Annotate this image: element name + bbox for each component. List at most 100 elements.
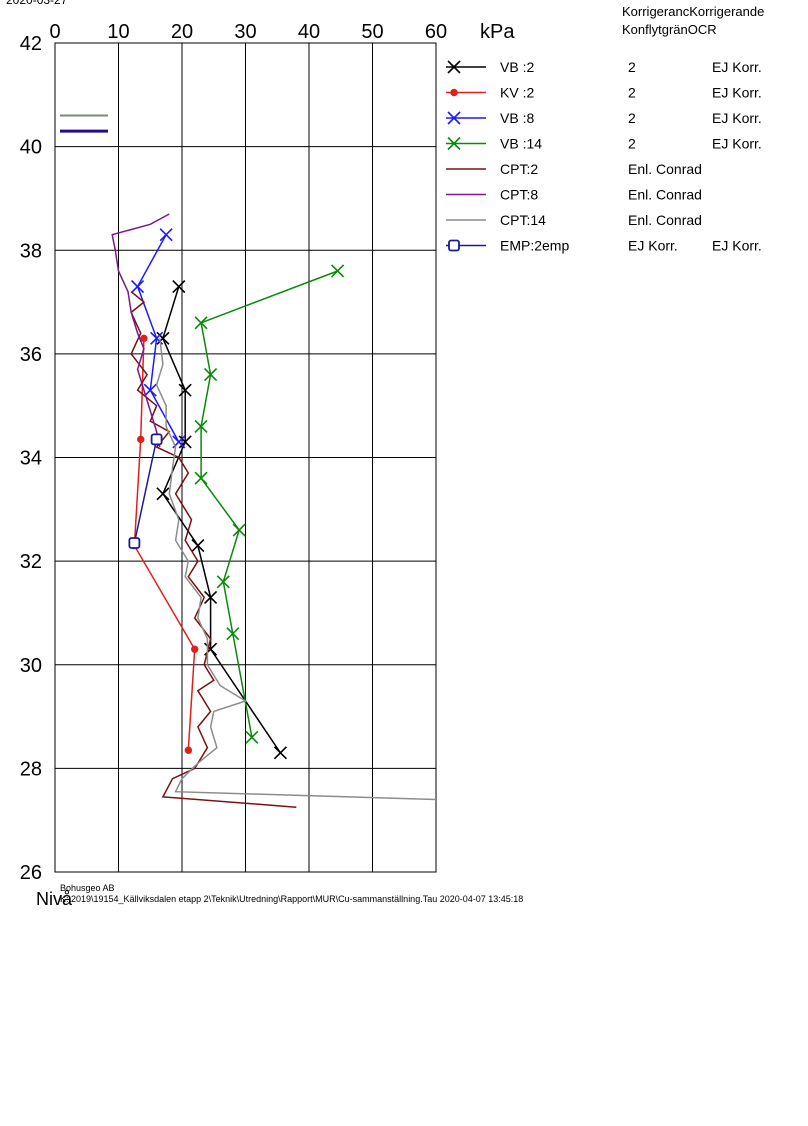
legend-col2: EJ Korr. [712,59,762,75]
x-marker-stroke [273,746,287,760]
x-marker-stroke [447,111,461,125]
legend-label: KV :2 [500,85,534,101]
legend-header-line2: KonflytgränOCR [622,22,717,37]
legend-item: CPT:8 Enl. Conrad [446,187,702,203]
square-marker [150,433,163,446]
legend-item: KV :2 2 EJ Korr. [446,85,762,101]
x-marker [447,60,461,74]
series-cpt-8 [111,213,170,448]
legend-col2: EJ Korr. [712,110,762,126]
series-line [111,213,170,448]
series-line [162,286,282,754]
dot-marker [450,88,458,97]
x-marker-stroke [156,487,170,501]
series-cpt-14 [155,338,437,801]
legend-item: VB :14 2 EJ Korr. [446,136,762,152]
legend-col1: Enl. Conrad [628,161,702,177]
legend-header-line1: KorrigeranсKorrigerande [622,4,764,19]
footer-company: Bohusgeo AB [60,883,115,893]
y-tick-label: 34 [20,448,42,470]
legend-item: CPT:14 Enl. Conrad [446,212,702,228]
legend-col2: EJ Korr. [712,238,762,254]
x-tick-label: 20 [171,21,193,43]
x-marker-stroke [156,331,170,345]
x-tick-label: 0 [49,21,60,43]
footer-path: K:\2019\19154_Källviksdalen etapp 2\Tekn… [60,894,523,904]
x-marker [232,523,246,537]
x-marker [159,228,173,242]
x-marker [143,383,157,397]
x-marker [172,279,186,294]
date-stamp: 2020-03-27 [6,0,68,7]
extra-legend-lines [60,114,108,133]
x-marker-stroke [194,471,208,485]
dot-marker [191,645,199,653]
dot-marker [140,334,148,343]
x-marker-stroke [245,730,259,744]
series-line [130,291,297,808]
x-marker [191,539,205,553]
legend-col1: 2 [628,136,636,152]
x-marker-stroke [204,368,218,382]
x-marker [273,746,287,760]
legend-item: VB :8 2 EJ Korr. [446,110,762,126]
y-tick-label: 28 [20,758,42,780]
series-line [155,338,437,801]
legend-col1: 2 [628,110,636,126]
x-marker [130,279,145,294]
y-tick-label: 30 [20,655,42,677]
y-tick-label: 26 [20,862,42,884]
x-marker [204,590,218,604]
x-marker [216,575,230,589]
x-marker [178,383,192,397]
series-emp-2emp [128,433,163,549]
legend-col1: 2 [628,85,636,101]
legend-label: EMP:2emp [500,238,569,254]
series-vb-14 [194,264,345,744]
x-marker [331,264,345,278]
x-marker [245,730,259,744]
x-marker-stroke [130,279,145,294]
x-marker [194,471,208,485]
dot-marker [184,746,193,754]
legend-col1: Enl. Conrad [628,187,702,203]
x-marker [156,331,170,345]
x-marker-stroke [194,419,208,433]
x-marker-stroke [194,316,208,330]
x-tick-label: 50 [361,21,383,43]
x-marker-stroke [191,539,205,553]
x-marker-stroke [232,523,246,537]
legend-item: VB :2 2 EJ Korr. [446,59,762,75]
x-marker [447,136,461,151]
x-tick-labels: 0 10 20 30 40 50 60 [49,21,447,43]
plot-grid [54,42,437,873]
x-marker [156,487,170,501]
legend-label: VB :14 [500,136,542,152]
x-marker-stroke [178,383,192,397]
legend-col1: Enl. Conrad [628,212,702,228]
x-marker [204,368,218,382]
series-vb-2 [156,279,287,760]
x-tick-label: 30 [234,21,256,43]
data-series [111,213,437,808]
y-tick-label: 40 [20,137,42,159]
y-tick-label: 36 [20,344,42,366]
legend-col2: EJ Korr. [712,85,762,101]
y-tick-label: 42 [20,33,42,55]
legend-label: CPT:2 [500,161,538,177]
legend-label: CPT:8 [500,187,538,203]
x-marker-stroke [143,383,157,397]
x-tick-label: 60 [425,21,447,43]
plot-frame [54,42,437,873]
x-marker-stroke [159,228,173,242]
x-marker-stroke [178,435,192,449]
y-tick-labels: 26 28 30 32 34 36 38 40 42 [20,33,42,884]
x-marker [194,316,208,330]
square-marker [128,537,141,549]
x-marker-stroke [216,575,230,589]
legend-label: VB :2 [500,59,534,75]
series-cpt-2 [130,291,297,808]
x-marker [226,627,240,641]
y-tick-label: 38 [20,240,42,262]
